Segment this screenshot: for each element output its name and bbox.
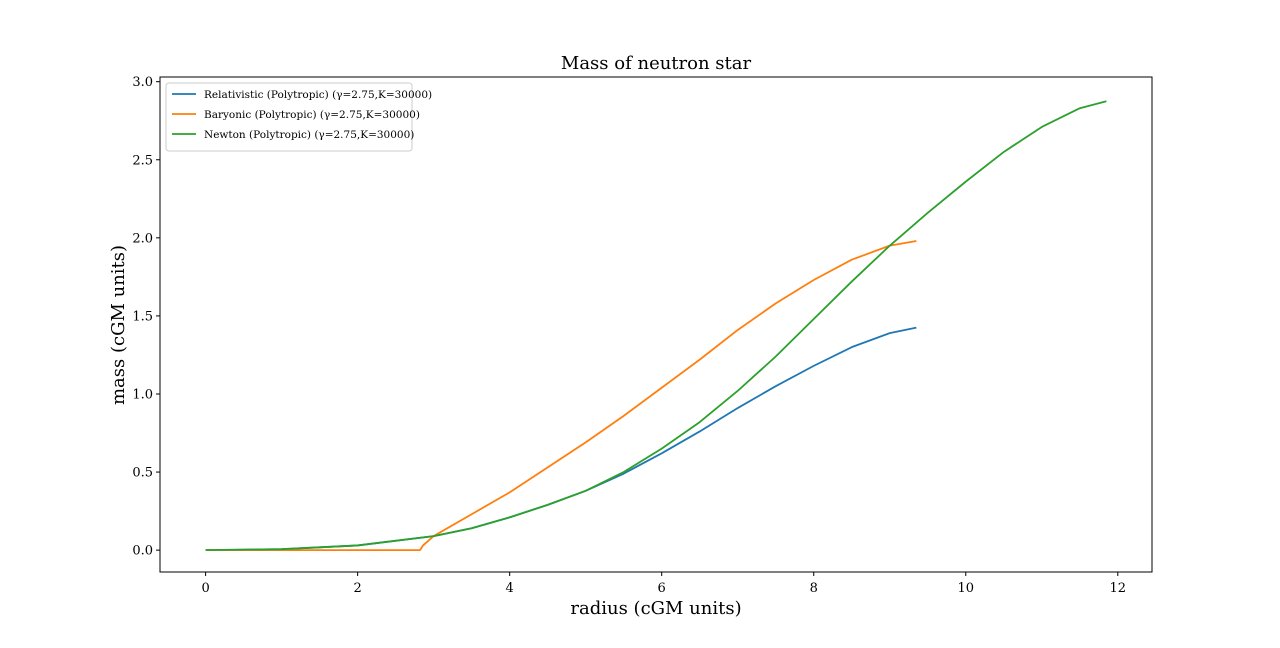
y-tick-label: 1.5 xyxy=(132,309,153,324)
y-tick-label: 0.5 xyxy=(132,466,153,481)
x-tick-label: 8 xyxy=(810,581,818,596)
x-tick-label: 0 xyxy=(201,581,209,596)
x-tick-label: 2 xyxy=(353,581,361,596)
legend-entry-2: Baryonic (Polytropic) (γ=2.75,K=30000) xyxy=(204,109,420,121)
series-line-3 xyxy=(205,100,1107,552)
y-tick-label: 2.5 xyxy=(132,153,153,168)
y-axis-label: mass (cGM units) xyxy=(108,245,129,405)
legend-entry-3: Newton (Polytropic) (γ=2.75,K=30000) xyxy=(204,129,414,141)
series-line-2 xyxy=(205,240,917,552)
y-tick-label: 3.0 xyxy=(132,75,153,90)
x-tick-label: 10 xyxy=(957,581,974,596)
y-tick-label: 1.0 xyxy=(132,387,153,402)
x-tick-label: 12 xyxy=(1110,581,1127,596)
y-tick-label: 2.0 xyxy=(132,231,153,246)
plot-area: 0 2 4 6 8 10 12 0.0 0.5 1.0 1.5 2.0 2.5 3.0 Relativist… xyxy=(132,75,1153,596)
x-axis-label: radius (cGM units) xyxy=(570,598,741,619)
y-tick-label: 0.0 xyxy=(132,544,153,559)
plot-frame xyxy=(159,76,1153,573)
legend: Relativistic (Polytropic) (γ=2.75,K=3000… xyxy=(165,82,432,152)
x-tick-label: 6 xyxy=(658,581,666,596)
x-tick-label: 4 xyxy=(506,581,514,596)
legend-entry-1: Relativistic (Polytropic) (γ=2.75,K=3000… xyxy=(204,89,432,101)
legend-box xyxy=(165,82,413,152)
chart-title: Mass of neutron star xyxy=(561,53,752,74)
